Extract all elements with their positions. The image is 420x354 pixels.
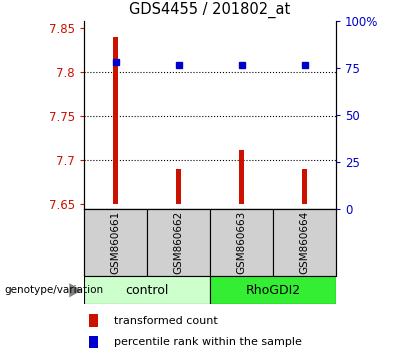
Bar (210, 209, 273, 276)
Bar (84, 209, 147, 276)
Text: RhoGDI2: RhoGDI2 (245, 284, 301, 297)
Text: transformed count: transformed count (114, 316, 218, 326)
Text: percentile rank within the sample: percentile rank within the sample (114, 337, 302, 347)
Text: GSM860663: GSM860663 (236, 211, 247, 274)
Text: GSM860661: GSM860661 (110, 211, 121, 274)
Text: genotype/variation: genotype/variation (4, 285, 103, 295)
Bar (302, 169, 307, 205)
Title: GDS4455 / 201802_at: GDS4455 / 201802_at (129, 2, 291, 18)
Bar (176, 169, 181, 205)
Bar (210, 276, 336, 304)
Bar (239, 150, 244, 205)
Bar (273, 209, 336, 276)
Text: GSM860662: GSM860662 (173, 211, 184, 274)
Text: control: control (125, 284, 169, 297)
Bar (89, 336, 98, 348)
Bar (84, 276, 210, 304)
Text: GSM860664: GSM860664 (299, 211, 310, 274)
Bar (89, 314, 98, 327)
Polygon shape (69, 283, 82, 297)
Bar (147, 209, 210, 276)
Bar (113, 37, 118, 205)
